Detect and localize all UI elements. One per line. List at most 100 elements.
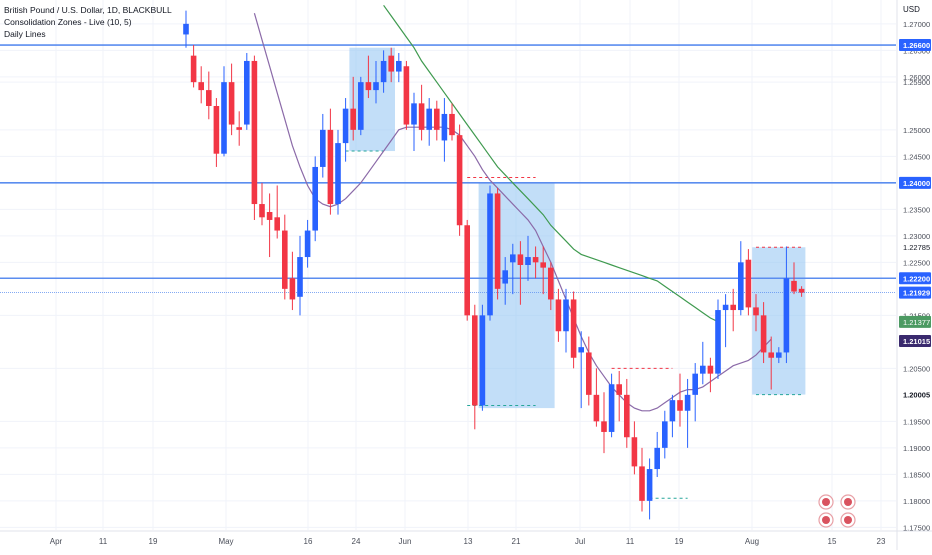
candle-body[interactable] <box>320 129 326 167</box>
candle-body[interactable] <box>472 315 478 406</box>
candle-body[interactable] <box>380 60 387 83</box>
consolidation-zone <box>349 47 395 152</box>
time-tick-label: 23 <box>877 537 886 546</box>
candle-body[interactable] <box>669 400 676 422</box>
candle-body[interactable] <box>198 82 204 91</box>
candle-body[interactable] <box>540 262 546 268</box>
candle-body[interactable] <box>639 466 645 501</box>
candle-body[interactable] <box>654 447 660 470</box>
candle-body[interactable] <box>563 299 569 332</box>
candle-body[interactable] <box>525 257 531 265</box>
candle-body[interactable] <box>441 113 448 141</box>
candle-body[interactable] <box>707 365 714 374</box>
candle-body[interactable] <box>304 230 311 258</box>
candle-body[interactable] <box>388 55 394 72</box>
indicator-daily-lines[interactable]: Daily Lines <box>4 29 46 39</box>
candle-body[interactable] <box>236 127 242 130</box>
candle-body[interactable] <box>373 82 379 91</box>
price-tick-label: 1.26000 <box>903 73 930 82</box>
price-tick-label: 1.18000 <box>903 497 930 506</box>
time-tick-label: 24 <box>352 537 361 546</box>
candle-body[interactable] <box>586 352 592 395</box>
candle-body[interactable] <box>244 60 250 125</box>
candle-body[interactable] <box>183 23 189 35</box>
candle-body[interactable] <box>510 254 516 263</box>
candle-body[interactable] <box>274 217 280 231</box>
candle-body[interactable] <box>624 394 630 438</box>
candle-body[interactable] <box>517 254 524 265</box>
candle-body[interactable] <box>570 299 577 358</box>
candle-body[interactable] <box>722 304 729 311</box>
candle-body[interactable] <box>730 304 736 311</box>
candle-body[interactable] <box>434 108 440 130</box>
candle-body[interactable] <box>365 82 372 91</box>
candle-body[interactable] <box>646 469 653 501</box>
candle-body[interactable] <box>738 262 744 311</box>
candle-body[interactable] <box>684 394 691 411</box>
candle-body[interactable] <box>662 421 668 448</box>
candle-body[interactable] <box>631 437 638 467</box>
candle-body[interactable] <box>494 193 501 289</box>
symbol-title[interactable]: British Pound / U.S. Dollar, 1D, BLACKBU… <box>4 5 172 15</box>
candle-body[interactable] <box>608 384 615 432</box>
candle-body[interactable] <box>532 257 539 263</box>
candle-body[interactable] <box>426 108 432 130</box>
candle-body[interactable] <box>396 60 402 72</box>
candle-body[interactable] <box>760 315 767 353</box>
candle-body[interactable] <box>312 166 318 231</box>
candle-body[interactable] <box>715 310 721 374</box>
time-tick-label: 16 <box>304 537 313 546</box>
candle-body[interactable] <box>411 103 417 125</box>
candle-body[interactable] <box>350 108 356 130</box>
candle-body[interactable] <box>464 225 470 316</box>
flag-icon <box>822 516 830 524</box>
candle-body[interactable] <box>753 307 759 316</box>
price-tick-label: 1.19500 <box>903 417 930 426</box>
candle-body[interactable] <box>776 352 782 358</box>
candle-body[interactable] <box>502 270 508 284</box>
candle-body[interactable] <box>282 230 288 289</box>
candle-body[interactable] <box>768 352 774 358</box>
candle-body[interactable] <box>555 299 562 332</box>
candle-body[interactable] <box>745 259 752 308</box>
candle-body[interactable] <box>327 129 334 205</box>
candle-body[interactable] <box>213 106 220 154</box>
candle-body[interactable] <box>297 257 303 297</box>
candle-body[interactable] <box>791 280 797 292</box>
candle-body[interactable] <box>692 373 698 395</box>
candle-body[interactable] <box>342 108 349 144</box>
candle-body[interactable] <box>358 82 364 130</box>
candle-body[interactable] <box>677 400 683 411</box>
candle-body[interactable] <box>259 204 265 218</box>
candle-body[interactable] <box>251 60 258 205</box>
candle-body[interactable] <box>479 315 486 406</box>
candle-body[interactable] <box>593 394 600 422</box>
price-label-box <box>899 176 931 189</box>
price-tick-label: 1.25000 <box>903 126 930 135</box>
price-label: 1.21377 <box>903 318 930 327</box>
price-label-box <box>899 388 931 401</box>
indicator-consolidation-zones[interactable]: Consolidation Zones - Live (10, 5) <box>4 17 132 27</box>
candle-body[interactable] <box>798 288 805 293</box>
candle-body[interactable] <box>449 113 455 136</box>
candle-body[interactable] <box>456 135 463 226</box>
candle-body[interactable] <box>289 278 296 300</box>
candle-body[interactable] <box>403 66 410 125</box>
candle-body[interactable] <box>548 267 554 300</box>
price-tick-label: 1.22500 <box>903 258 930 267</box>
candle-body[interactable] <box>616 384 622 395</box>
candle-body[interactable] <box>578 347 584 353</box>
candle-body[interactable] <box>190 55 197 83</box>
candle-body[interactable] <box>228 82 235 125</box>
candle-body[interactable] <box>700 365 706 374</box>
candle-body[interactable] <box>266 212 273 220</box>
candle-body[interactable] <box>418 103 425 130</box>
candle-body[interactable] <box>487 193 493 316</box>
candle-body[interactable] <box>221 82 227 154</box>
candle-body[interactable] <box>783 278 790 353</box>
candle-body[interactable] <box>601 421 607 432</box>
candle-body[interactable] <box>206 90 212 106</box>
candle-body[interactable] <box>335 143 341 205</box>
